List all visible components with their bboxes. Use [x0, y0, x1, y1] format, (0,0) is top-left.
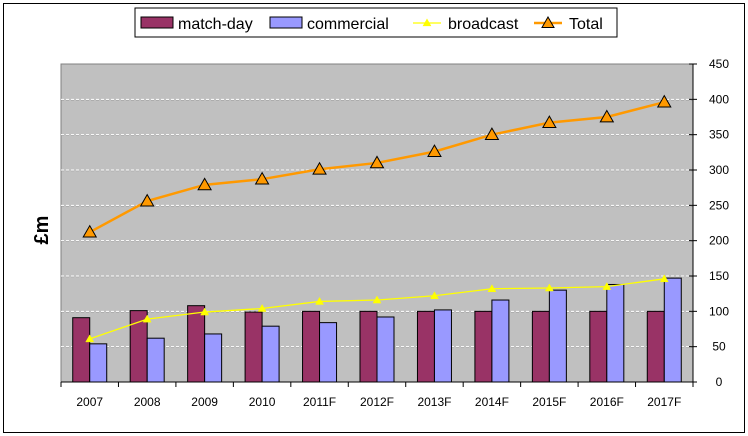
marker-broadcast-2011f [315, 296, 324, 305]
x-tick-label: 2010 [249, 395, 276, 409]
bar-match-day-2012f [359, 310, 378, 383]
bar-commercial-2013f [433, 309, 452, 383]
bar-commercial-2012f [376, 316, 395, 383]
marker-total-2009 [197, 177, 212, 191]
x-tick-label: 2012F [360, 395, 394, 409]
marker-broadcast-2013f [430, 291, 439, 300]
marker-broadcast-2010 [257, 304, 267, 312]
y-tick-label: 400 [709, 92, 729, 106]
bar-commercial-2016f [606, 283, 625, 383]
y-tick-label: 200 [709, 234, 729, 248]
marker-broadcast-2016f [602, 282, 612, 290]
legend-label-broadcast: broadcast [448, 16, 519, 33]
y-tick-label: 50 [712, 340, 726, 354]
x-tick-label: 2014F [475, 395, 509, 409]
legend-label-total: Total [569, 16, 603, 33]
marker-total-2010 [254, 171, 270, 185]
x-tick-label: 2008 [134, 395, 161, 409]
bar-commercial-2008 [146, 337, 165, 383]
x-tick-label: 2013F [417, 395, 451, 409]
marker-total-2015f [542, 115, 557, 129]
legend-label-match-day: match-day [178, 16, 253, 33]
bar-commercial-2011f [319, 322, 338, 383]
legend-marker-total [541, 15, 555, 28]
y-tick-label: 300 [709, 163, 729, 177]
x-tick-label: 2017F [647, 395, 681, 409]
marker-total-2012f [369, 155, 385, 169]
marker-broadcast-2009 [200, 307, 210, 316]
legend-marker-broadcast [422, 18, 432, 27]
marker-total-2008 [139, 193, 155, 207]
y-tick-label: 0 [716, 375, 723, 389]
x-tick-label: 2007 [76, 395, 103, 409]
y-tick-label: 250 [709, 198, 729, 212]
bar-commercial-2015f [548, 289, 567, 383]
bar-match-day-2007 [72, 317, 91, 383]
legend-swatch-match-day [140, 16, 174, 29]
legend-swatch-commercial [269, 16, 303, 29]
marker-total-2017f [656, 94, 672, 108]
bar-match-day-2014f [474, 310, 493, 383]
bar-match-day-2010 [244, 311, 263, 383]
x-tick-label: 2015F [532, 395, 566, 409]
legend-label-commercial: commercial [307, 16, 389, 33]
marker-total-2011f [312, 161, 327, 175]
x-tick-label: 2009 [191, 395, 218, 409]
y-tick-label: 150 [709, 269, 729, 283]
x-tick-label: 2016F [590, 395, 624, 409]
marker-broadcast-2017f [659, 274, 669, 283]
bar-commercial-2009 [204, 333, 223, 383]
bar-commercial-2010 [261, 325, 280, 383]
marker-broadcast-2012f [372, 295, 382, 304]
marker-broadcast-2015f [544, 283, 554, 292]
bar-match-day-2015f [531, 310, 550, 383]
marker-total-2016f [599, 109, 615, 123]
marker-total-2013f [427, 144, 442, 158]
bar-match-day-2011f [302, 310, 321, 383]
chart-frame: 0 50 100 150 200 250 300 350 400 450 2007 2008 2009… [3, 3, 745, 433]
marker-broadcast-2007 [85, 334, 95, 343]
marker-total-2014f [484, 127, 500, 141]
bar-match-day-2017f [646, 310, 665, 383]
bar-commercial-2017f [663, 277, 682, 383]
marker-broadcast-2014f [487, 284, 497, 292]
marker-broadcast-2008 [142, 314, 152, 323]
y-tick-label: 100 [709, 304, 729, 318]
y-axis-label: £m [31, 216, 53, 245]
x-tick-label: 2011F [303, 395, 336, 409]
legend: match-day commercial broadcast Total [134, 7, 618, 38]
marker-total-2007 [82, 224, 98, 238]
y-tick-label: 450 [709, 57, 729, 71]
bar-match-day-2016f [589, 310, 608, 383]
bar-commercial-2007 [89, 343, 108, 383]
y-tick-label: 350 [709, 128, 729, 142]
bar-commercial-2014f [491, 299, 510, 383]
chart: 0 50 100 150 200 250 300 350 400 450 2007 2008 2009… [31, 7, 729, 409]
bar-match-day-2009 [187, 305, 206, 383]
bar-match-day-2013f [416, 310, 435, 383]
